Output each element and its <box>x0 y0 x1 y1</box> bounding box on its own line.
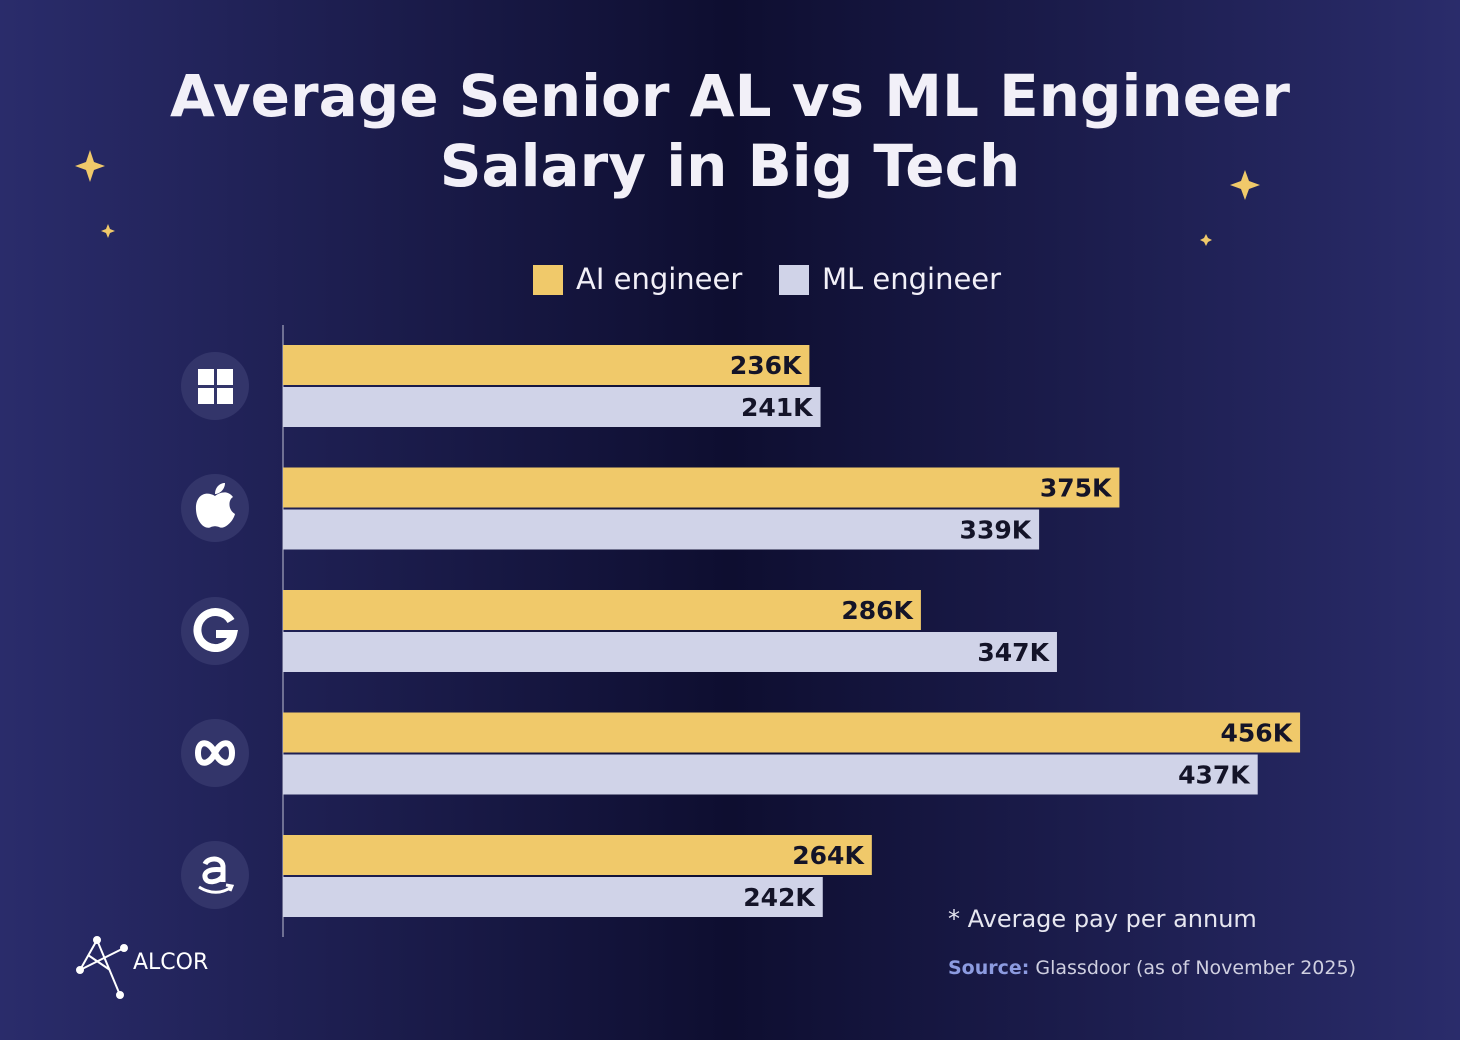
brand: ALCOR <box>133 950 208 975</box>
value-label: 241K <box>741 393 814 422</box>
bar <box>283 712 1301 753</box>
brand-logo <box>76 936 128 999</box>
bar <box>283 509 1040 550</box>
legend-swatch <box>533 265 563 295</box>
value-label: 339K <box>960 516 1033 545</box>
bar <box>283 467 1120 508</box>
legend-swatch <box>779 265 809 295</box>
bar <box>283 835 872 875</box>
value-label: 456K <box>1221 719 1294 748</box>
value-label: 264K <box>792 841 865 870</box>
bar <box>283 754 1258 795</box>
bar <box>283 632 1057 672</box>
value-label: 375K <box>1040 474 1113 503</box>
value-label: 347K <box>977 638 1050 667</box>
bar <box>283 387 821 427</box>
bar <box>283 345 810 385</box>
value-label: 242K <box>743 883 816 912</box>
value-label: 236K <box>730 351 803 380</box>
stars <box>75 150 1260 246</box>
source: Source: Glassdoor (as of November 2025) <box>948 957 1356 979</box>
source-text: Glassdoor (as of November 2025) <box>1035 957 1356 979</box>
legend-label: ML engineer <box>822 262 1001 296</box>
value-label: 437K <box>1178 761 1251 790</box>
legend-label: AI engineer <box>576 262 742 296</box>
chart-title: Average Senior AL vs ML Engineer <box>170 62 1290 130</box>
source-label: Source: <box>948 957 1029 979</box>
logos <box>181 352 249 909</box>
bar <box>283 590 921 630</box>
value-label: 286K <box>841 596 914 625</box>
chart-title: Salary in Big Tech <box>440 132 1021 200</box>
footnote: * Average pay per annum <box>948 905 1257 933</box>
bar <box>283 877 823 917</box>
